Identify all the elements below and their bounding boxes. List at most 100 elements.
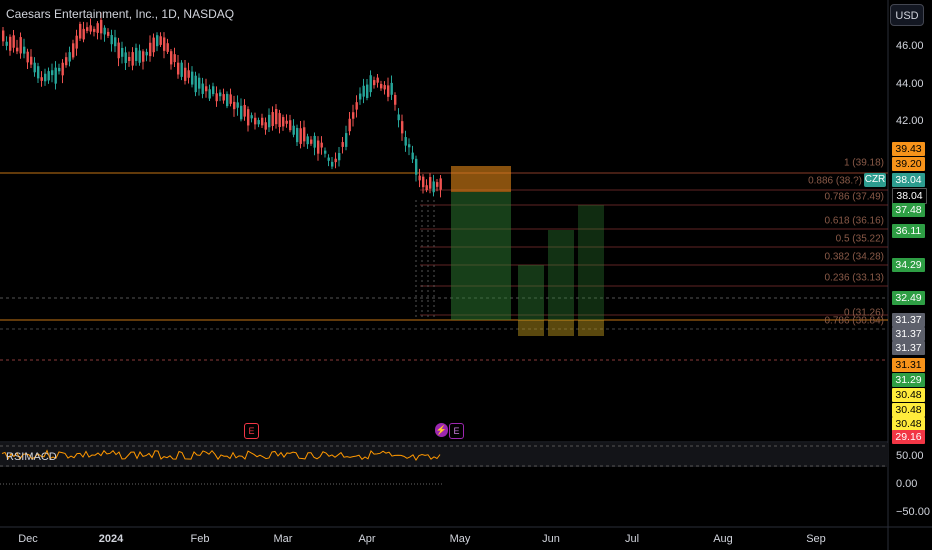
- candle-body: [117, 42, 120, 59]
- candle-body: [345, 133, 348, 147]
- time-axis-label: Feb: [190, 533, 210, 545]
- stop-box: [548, 320, 574, 336]
- indicator-label: RSIMACD: [6, 451, 57, 463]
- candle-body: [159, 36, 162, 45]
- fib-level-label: 0.382 (34.28): [824, 251, 885, 263]
- candle-body: [61, 62, 64, 76]
- candle-body: [401, 121, 404, 134]
- candle-body: [212, 86, 215, 95]
- candle-body: [72, 43, 75, 58]
- candle-body: [124, 52, 127, 64]
- candle-body: [299, 128, 302, 144]
- candle-body: [313, 135, 316, 148]
- fib-level-label: 0.786 (37.49): [824, 191, 885, 203]
- candle-body: [271, 112, 274, 126]
- time-axis-label: Aug: [713, 533, 733, 545]
- candle-body: [306, 136, 309, 145]
- candle-body: [404, 137, 407, 146]
- candle-body: [317, 140, 320, 154]
- candle-body: [54, 67, 57, 84]
- candle-body: [152, 37, 155, 53]
- fib-level-label: 0.236 (33.13): [824, 272, 885, 284]
- candle-body: [23, 46, 26, 54]
- stop-box: [518, 320, 544, 336]
- candle-body: [177, 62, 180, 75]
- candle-body: [418, 175, 421, 181]
- candle-body: [429, 177, 432, 189]
- price-tag: 38.04: [892, 173, 925, 187]
- candle-body: [145, 51, 148, 56]
- candle-body: [2, 30, 5, 42]
- time-axis-label: Dec: [18, 533, 38, 545]
- candle-body: [411, 152, 414, 160]
- candle-body: [275, 109, 278, 125]
- candle-body: [187, 70, 190, 78]
- candle-body: [355, 102, 358, 110]
- candle-body: [229, 94, 232, 104]
- candle-body: [191, 71, 194, 85]
- candle-body: [408, 144, 411, 148]
- candle-body: [47, 71, 50, 81]
- candle-body: [208, 89, 211, 99]
- candle-body: [5, 41, 8, 46]
- candle-body: [138, 50, 141, 63]
- candle-body: [219, 92, 222, 97]
- candle-body: [376, 77, 379, 83]
- candle-body: [26, 51, 29, 63]
- candle-body: [383, 85, 386, 90]
- candle-body: [163, 37, 166, 51]
- candle-body: [236, 102, 239, 108]
- candle-body: [65, 57, 68, 66]
- time-axis-label: Jul: [624, 533, 640, 545]
- candle-body: [89, 25, 92, 32]
- candle-body: [37, 66, 40, 79]
- price-tag: 34.29: [892, 258, 925, 272]
- price-tag: 31.31: [892, 358, 925, 372]
- currency-button[interactable]: USD: [890, 4, 924, 26]
- split-event-icon[interactable]: ⚡: [435, 423, 448, 437]
- short-risk-box: [451, 166, 511, 192]
- earnings-event-icon[interactable]: E: [244, 423, 259, 439]
- candle-body: [16, 47, 19, 52]
- candle-body: [9, 36, 12, 51]
- candle-body: [103, 27, 106, 35]
- candle-body: [40, 77, 43, 81]
- target-box: [548, 230, 574, 320]
- fib-level-label: 0.886 (38.?): [808, 175, 862, 187]
- candle-body: [247, 109, 250, 126]
- candle-body: [292, 125, 295, 135]
- candle-body: [362, 85, 365, 97]
- candle-body: [380, 83, 383, 89]
- candle-body: [12, 35, 15, 48]
- fib-level-label: 0 (31.26): [843, 307, 884, 319]
- symbol-title: Caesars Entertainment, Inc., 1D, NASDAQ: [6, 7, 235, 21]
- candle-body: [334, 158, 337, 163]
- candle-body: [327, 157, 330, 161]
- candle-body: [114, 37, 117, 47]
- candle-body: [331, 161, 334, 167]
- candle-body: [369, 75, 372, 93]
- price-tag: 31.37: [892, 341, 925, 355]
- candle-body: [261, 117, 264, 126]
- candle-body: [282, 117, 285, 127]
- candle-body: [173, 54, 176, 63]
- rsi-line: [1, 449, 441, 462]
- candle-body: [33, 62, 36, 73]
- time-axis-label: 2024: [98, 533, 124, 545]
- candle-body: [303, 127, 306, 142]
- time-axis-label: Apr: [358, 533, 376, 545]
- candle-body: [254, 117, 257, 125]
- candle-body: [348, 118, 351, 132]
- candle-body: [30, 56, 33, 65]
- earnings-event-icon[interactable]: E: [449, 423, 464, 439]
- target-box: [578, 205, 604, 320]
- candle-body: [240, 105, 243, 120]
- candle-body: [324, 150, 327, 154]
- candle-body: [180, 62, 183, 77]
- candle-body: [278, 113, 281, 128]
- price-tag: 32.49: [892, 291, 925, 305]
- candle-body: [166, 43, 169, 52]
- time-axis-label: Sep: [806, 533, 826, 545]
